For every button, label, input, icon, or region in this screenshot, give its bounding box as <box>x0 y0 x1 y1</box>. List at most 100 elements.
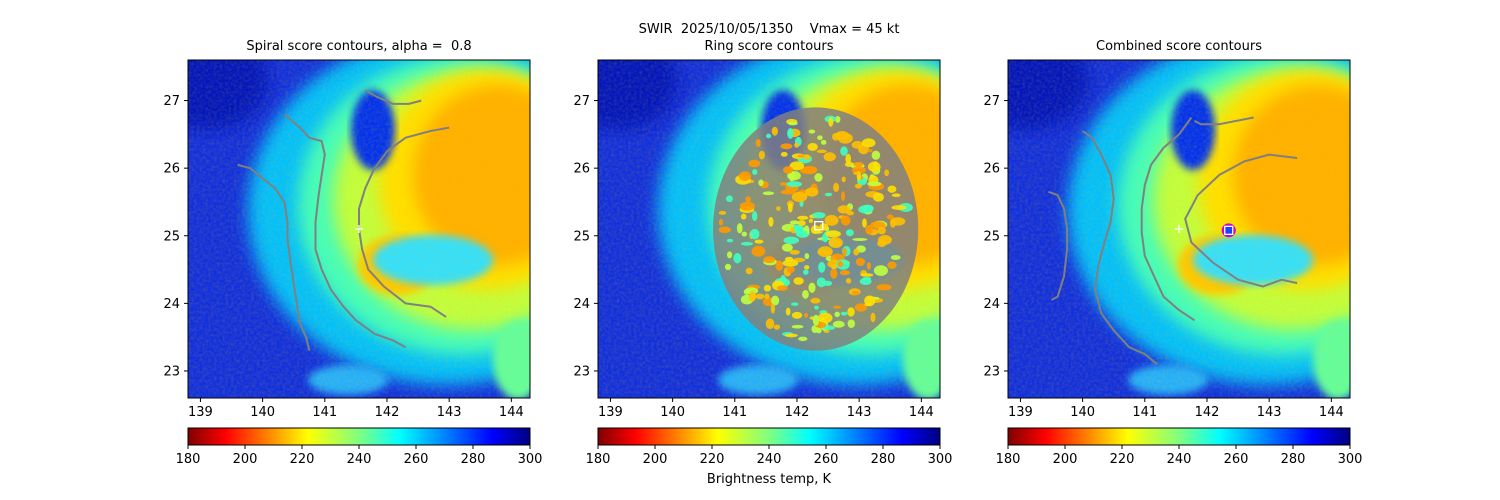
y-tick-label: 24 <box>163 297 180 312</box>
x-tick: 142 <box>785 398 810 420</box>
colorbar-tick: 200 <box>233 445 258 467</box>
x-tick-label: 140 <box>250 405 275 420</box>
x-tick: 139 <box>1008 398 1033 420</box>
colorbar-tick-label: 220 <box>1110 452 1135 467</box>
colorbar-tick: 280 <box>1281 445 1306 467</box>
panel-2: 139 140 141 142 143 144 23 24 25 26 27 180 200 220 240… <box>983 59 1362 467</box>
colorbar-tick: 280 <box>461 445 486 467</box>
colorbar-tick-label: 200 <box>643 452 668 467</box>
y-tick: 25 <box>573 229 598 244</box>
y-tick: 24 <box>573 297 598 312</box>
x-tick: 143 <box>847 398 872 420</box>
ring-score-contour-region <box>713 107 919 351</box>
x-tick: 144 <box>1319 398 1344 420</box>
colorbar-tick-label: 260 <box>1224 452 1249 467</box>
colorbar-tick: 300 <box>518 445 542 467</box>
panel-title-spiral: Spiral score contours, alpha = 0.8 <box>246 39 472 54</box>
x-tick-label: 139 <box>598 405 623 420</box>
colorbar: 180 200 220 240 260 280 300 <box>586 427 953 467</box>
axes-frame <box>1007 59 1351 399</box>
x-tick-label: 143 <box>437 405 462 420</box>
y-tick-label: 23 <box>983 364 1000 379</box>
x-tick-label: 140 <box>1070 405 1095 420</box>
center-circle-marker <box>1221 223 1236 238</box>
x-tick: 144 <box>499 398 524 420</box>
x-tick-label: 143 <box>847 405 872 420</box>
colorbar-tick: 220 <box>290 445 315 467</box>
x-tick-label: 141 <box>1132 405 1157 420</box>
x-tick: 143 <box>1257 398 1282 420</box>
y-tick-label: 27 <box>163 94 180 109</box>
y-tick-label: 24 <box>983 297 1000 312</box>
colorbar-tick-label: 280 <box>1281 452 1306 467</box>
colorbar-tick: 240 <box>757 445 782 467</box>
y-tick-label: 25 <box>983 229 1000 244</box>
x-tick-label: 141 <box>312 405 337 420</box>
colorbar-tick-label: 180 <box>996 452 1021 467</box>
colorbar-tick: 220 <box>1110 445 1135 467</box>
center-plus-marker <box>1175 225 1183 233</box>
colorbar-tick-label: 260 <box>404 452 429 467</box>
x-tick: 139 <box>188 398 213 420</box>
colorbar-tick-label: 280 <box>871 452 896 467</box>
colorbar-tick: 260 <box>814 445 838 467</box>
y-tick: 24 <box>163 297 188 312</box>
colorbar-tick: 240 <box>347 445 372 467</box>
center-square-marker <box>1224 225 1234 236</box>
colorbar-tick: 180 <box>176 445 201 467</box>
score-contour-line-1 <box>283 113 407 349</box>
colorbar-tick-label: 220 <box>290 452 315 467</box>
score-contour-line-2 <box>1140 116 1196 322</box>
y-tick: 26 <box>573 162 598 177</box>
colorbar-tick: 300 <box>928 445 953 467</box>
colorbar-tick: 220 <box>700 445 725 467</box>
x-tick-label: 142 <box>785 405 810 420</box>
x-tick-label: 144 <box>1319 405 1344 420</box>
y-tick-label: 23 <box>573 364 590 379</box>
y-tick: 27 <box>573 94 598 109</box>
x-tick: 142 <box>375 398 399 420</box>
x-tick: 141 <box>722 398 747 420</box>
y-tick: 25 <box>163 229 188 244</box>
figure-suptitle: SWIR 2025/10/05/1350 Vmax = 45 kt <box>638 22 900 37</box>
colorbar: 180 200 220 240 260 280 300 <box>176 427 542 467</box>
colorbar-tick: 280 <box>871 445 896 467</box>
panel-title-combined: Combined score contours <box>1096 39 1262 54</box>
colorbar-label: Brightness temp, K <box>706 472 832 487</box>
colorbar-tick-label: 200 <box>233 452 258 467</box>
x-tick: 141 <box>312 398 337 420</box>
y-tick-label: 26 <box>573 162 590 177</box>
colorbar-tick-label: 200 <box>1053 452 1078 467</box>
x-tick-label: 140 <box>660 405 685 420</box>
center-plus-marker <box>355 225 363 233</box>
y-tick-label: 27 <box>983 94 1000 109</box>
colorbar-tick-label: 220 <box>700 452 725 467</box>
panel-1: 139 140 141 142 143 144 23 24 25 26 27 180 200 220 240… <box>573 59 953 467</box>
axes-frame <box>187 59 531 399</box>
y-tick: 23 <box>163 364 188 379</box>
y-tick-label: 25 <box>573 229 590 244</box>
colorbar-tick-label: 240 <box>757 452 782 467</box>
brightness-temp-image <box>188 60 530 398</box>
panel-0: 139 140 141 142 143 144 23 24 25 26 27 180 200 220 240… <box>163 59 542 467</box>
colorbar-tick: 240 <box>1167 445 1192 467</box>
x-tick: 144 <box>909 398 934 420</box>
x-tick-label: 144 <box>499 405 524 420</box>
x-tick-label: 141 <box>722 405 747 420</box>
colorbar-tick-label: 280 <box>461 452 486 467</box>
score-contour-line-1 <box>1082 130 1158 365</box>
colorbar-tick-label: 180 <box>176 452 201 467</box>
colorbar-tick-label: 240 <box>1167 452 1192 467</box>
x-tick-label: 139 <box>1008 405 1033 420</box>
y-tick: 26 <box>983 162 1008 177</box>
colorbar-tick-label: 300 <box>928 452 953 467</box>
score-contour-line-4 <box>1194 116 1254 126</box>
x-tick: 142 <box>1195 398 1219 420</box>
x-tick: 139 <box>598 398 623 420</box>
x-tick: 140 <box>660 398 685 420</box>
score-contour-line-2 <box>358 126 450 318</box>
colorbar-tick-label: 240 <box>347 452 372 467</box>
x-tick: 140 <box>250 398 275 420</box>
score-contour-line-0 <box>237 163 311 351</box>
x-tick-label: 144 <box>909 405 934 420</box>
